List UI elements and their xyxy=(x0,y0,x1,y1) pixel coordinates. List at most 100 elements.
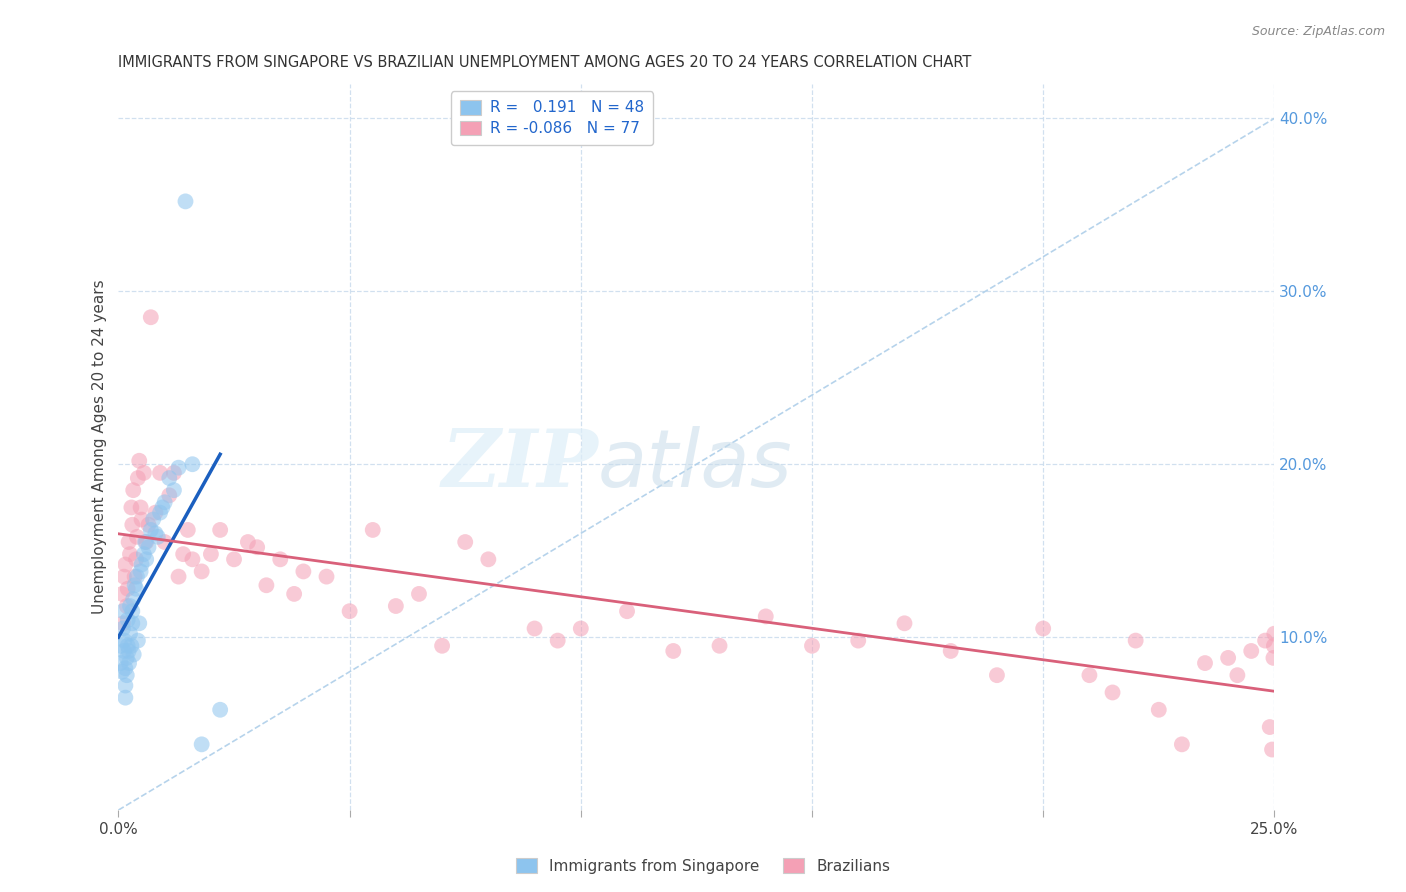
Point xyxy=(157,471,180,485)
Point xyxy=(134,535,156,549)
Point xyxy=(1258,720,1281,734)
Point xyxy=(339,604,361,618)
Point xyxy=(153,495,176,509)
Point xyxy=(139,523,162,537)
Point xyxy=(222,552,245,566)
Point xyxy=(181,457,204,471)
Point xyxy=(190,565,212,579)
Point xyxy=(209,703,232,717)
Point xyxy=(139,310,162,325)
Point xyxy=(283,587,305,601)
Point xyxy=(149,466,172,480)
Point xyxy=(801,639,824,653)
Point xyxy=(1101,685,1123,699)
Point xyxy=(135,535,157,549)
Point xyxy=(114,690,136,705)
Point xyxy=(122,483,145,498)
Point xyxy=(131,558,153,572)
Point xyxy=(547,633,569,648)
Point xyxy=(209,523,232,537)
Point xyxy=(150,500,173,515)
Point xyxy=(111,587,134,601)
Point xyxy=(523,622,546,636)
Point xyxy=(172,547,194,561)
Point xyxy=(709,639,731,653)
Point xyxy=(163,483,186,498)
Point xyxy=(269,552,291,566)
Point xyxy=(115,599,138,613)
Point xyxy=(1078,668,1101,682)
Point xyxy=(110,656,132,670)
Legend: R =   0.191   N = 48, R = -0.086   N = 77: R = 0.191 N = 48, R = -0.086 N = 77 xyxy=(451,92,652,145)
Text: atlas: atlas xyxy=(598,426,793,504)
Point xyxy=(117,639,139,653)
Point xyxy=(125,582,148,596)
Point xyxy=(1032,622,1054,636)
Point xyxy=(145,506,167,520)
Point xyxy=(124,578,146,592)
Point xyxy=(129,565,152,579)
Point xyxy=(118,599,141,613)
Point xyxy=(131,512,153,526)
Point xyxy=(846,633,869,648)
Point xyxy=(1216,651,1239,665)
Point xyxy=(120,500,142,515)
Point xyxy=(477,552,499,566)
Point xyxy=(1240,644,1263,658)
Point xyxy=(114,679,136,693)
Point xyxy=(254,578,277,592)
Point xyxy=(112,616,135,631)
Point xyxy=(315,569,337,583)
Point xyxy=(430,639,453,653)
Text: ZIP: ZIP xyxy=(441,426,598,504)
Point xyxy=(167,460,190,475)
Y-axis label: Unemployment Among Ages 20 to 24 years: Unemployment Among Ages 20 to 24 years xyxy=(93,279,107,615)
Point xyxy=(1194,656,1216,670)
Point xyxy=(153,535,176,549)
Point xyxy=(893,616,915,631)
Point xyxy=(1226,668,1249,682)
Point xyxy=(115,651,138,665)
Point xyxy=(1263,639,1285,653)
Point xyxy=(122,592,145,607)
Point xyxy=(128,454,150,468)
Point xyxy=(292,565,315,579)
Point xyxy=(118,626,141,640)
Point xyxy=(939,644,962,658)
Point xyxy=(246,540,269,554)
Point xyxy=(142,512,165,526)
Point xyxy=(114,661,136,675)
Point xyxy=(117,613,139,627)
Point xyxy=(1263,651,1285,665)
Point xyxy=(129,500,152,515)
Point xyxy=(755,609,778,624)
Point xyxy=(200,547,222,561)
Point xyxy=(1261,742,1284,756)
Point xyxy=(111,665,134,679)
Point xyxy=(181,552,204,566)
Point xyxy=(112,644,135,658)
Point xyxy=(124,569,146,583)
Point xyxy=(569,622,592,636)
Point xyxy=(157,488,180,502)
Point xyxy=(117,535,139,549)
Point xyxy=(1263,626,1285,640)
Point xyxy=(112,622,135,636)
Point xyxy=(122,648,145,662)
Point xyxy=(616,604,638,618)
Point xyxy=(149,506,172,520)
Point xyxy=(114,633,136,648)
Text: IMMIGRANTS FROM SINGAPORE VS BRAZILIAN UNEMPLOYMENT AMONG AGES 20 TO 24 YEARS CO: IMMIGRANTS FROM SINGAPORE VS BRAZILIAN U… xyxy=(118,55,972,70)
Legend: Immigrants from Singapore, Brazilians: Immigrants from Singapore, Brazilians xyxy=(509,852,897,880)
Point xyxy=(135,552,157,566)
Point xyxy=(1147,703,1170,717)
Point xyxy=(1171,737,1194,751)
Point xyxy=(125,530,148,544)
Point xyxy=(112,569,135,583)
Point xyxy=(117,644,139,658)
Point xyxy=(132,547,155,561)
Point xyxy=(138,517,160,532)
Point xyxy=(163,466,186,480)
Point xyxy=(128,616,150,631)
Point xyxy=(986,668,1008,682)
